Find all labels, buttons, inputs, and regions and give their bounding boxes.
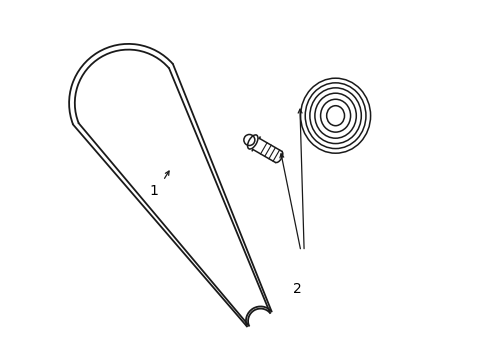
Text: 2: 2	[292, 282, 301, 296]
Text: 1: 1	[149, 184, 158, 198]
